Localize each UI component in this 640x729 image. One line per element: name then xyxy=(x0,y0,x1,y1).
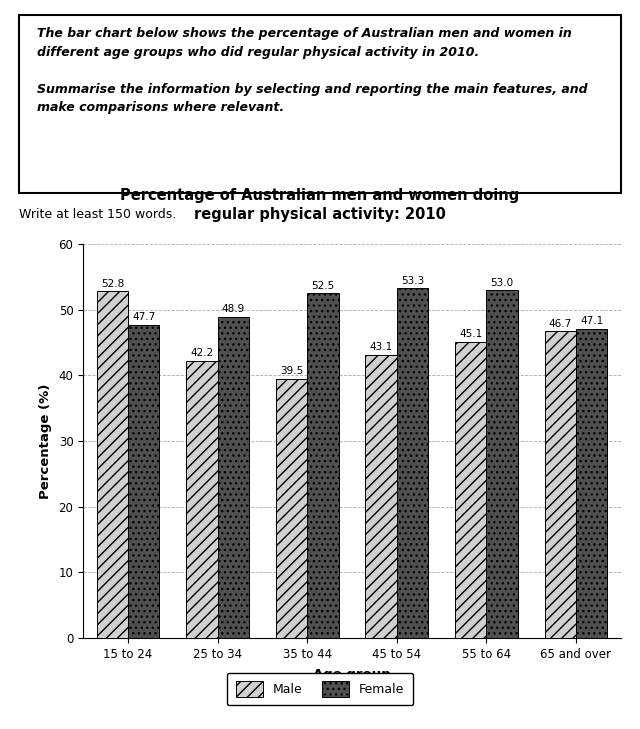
Text: The bar chart below shows the percentage of Australian men and women in
differen: The bar chart below shows the percentage… xyxy=(37,27,588,114)
Text: 39.5: 39.5 xyxy=(280,366,303,376)
Bar xyxy=(307,294,339,638)
Text: 52.5: 52.5 xyxy=(311,281,335,291)
FancyBboxPatch shape xyxy=(19,15,621,193)
Bar xyxy=(455,342,486,638)
Text: 48.9: 48.9 xyxy=(221,305,245,314)
Bar xyxy=(276,379,307,638)
Bar xyxy=(186,361,218,638)
Text: 53.0: 53.0 xyxy=(490,278,514,287)
Text: Write at least 150 words.: Write at least 150 words. xyxy=(19,208,177,221)
Legend: Male, Female: Male, Female xyxy=(227,673,413,705)
Y-axis label: Percentage (%): Percentage (%) xyxy=(38,383,52,499)
Bar xyxy=(365,355,397,638)
Bar xyxy=(576,329,607,638)
Bar xyxy=(218,317,249,638)
Bar xyxy=(128,325,159,638)
Text: 47.1: 47.1 xyxy=(580,316,604,327)
Text: 43.1: 43.1 xyxy=(369,343,393,353)
Text: Percentage of Australian men and women doing
regular physical activity: 2010: Percentage of Australian men and women d… xyxy=(120,187,520,222)
Text: 52.8: 52.8 xyxy=(100,278,124,289)
Text: 53.3: 53.3 xyxy=(401,276,424,286)
Bar xyxy=(545,332,576,638)
Text: 46.7: 46.7 xyxy=(548,319,572,329)
Text: 42.2: 42.2 xyxy=(190,348,214,359)
Bar xyxy=(486,290,518,638)
Bar xyxy=(397,288,428,638)
Text: 45.1: 45.1 xyxy=(459,330,483,340)
Bar xyxy=(97,292,128,638)
Text: 47.7: 47.7 xyxy=(132,312,156,322)
X-axis label: Age group: Age group xyxy=(313,668,391,681)
